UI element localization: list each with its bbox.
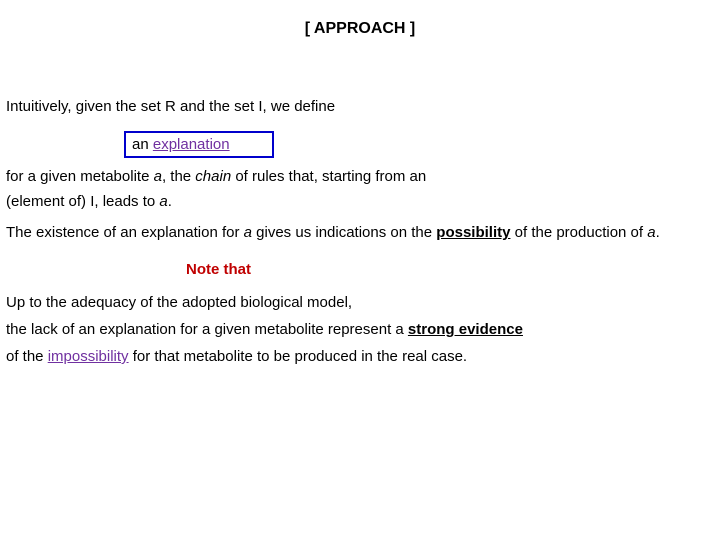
definition-line-2: (element of) I, leads to a. bbox=[6, 193, 714, 210]
imp-p2: for that metabolite to be produced in th… bbox=[129, 348, 468, 365]
slide-title: [ APPROACH ] bbox=[6, 20, 714, 38]
def-p1: for a given metabolite bbox=[6, 168, 154, 185]
imp-word: impossibility bbox=[48, 348, 129, 365]
lack-line: the lack of an explanation for a given m… bbox=[6, 321, 714, 338]
explanation-box: an explanation bbox=[124, 131, 274, 158]
box-word: explanation bbox=[153, 136, 230, 153]
note-label: Note that bbox=[186, 261, 714, 278]
ex-possibility: possibility bbox=[436, 224, 510, 241]
ex-a: a bbox=[244, 224, 252, 241]
box-prefix: an bbox=[132, 136, 153, 153]
def-a1: a bbox=[154, 168, 162, 185]
ex-p3: of the production of bbox=[510, 224, 647, 241]
lack-p1: the lack of an explanation for a given m… bbox=[6, 321, 408, 338]
def-p4: (element of) I, leads to bbox=[6, 193, 159, 210]
adequacy-line: Up to the adequacy of the adopted biolog… bbox=[6, 294, 714, 311]
def-p5: . bbox=[168, 193, 172, 210]
explanation-box-wrap: an explanation bbox=[6, 131, 714, 158]
def-a2: a bbox=[159, 193, 167, 210]
intro-line: Intuitively, given the set R and the set… bbox=[6, 98, 714, 115]
existence-line: The existence of an explanation for a gi… bbox=[6, 224, 714, 241]
def-p2: , the bbox=[162, 168, 195, 185]
ex-p2: gives us indications on the bbox=[252, 224, 436, 241]
imp-p1: of the bbox=[6, 348, 48, 365]
def-chain: chain bbox=[195, 168, 231, 185]
ex-p4: . bbox=[656, 224, 660, 241]
ex-p1: The existence of an explanation for bbox=[6, 224, 244, 241]
definition-line-1: for a given metabolite a, the chain of r… bbox=[6, 168, 714, 185]
impossibility-line: of the impossibility for that metabolite… bbox=[6, 348, 714, 365]
bottom-block: Up to the adequacy of the adopted biolog… bbox=[6, 294, 714, 365]
ex-a2: a bbox=[647, 224, 655, 241]
lack-strong: strong evidence bbox=[408, 321, 523, 338]
slide-container: [ APPROACH ] Intuitively, given the set … bbox=[0, 0, 720, 540]
def-p3: of rules that, starting from an bbox=[231, 168, 426, 185]
